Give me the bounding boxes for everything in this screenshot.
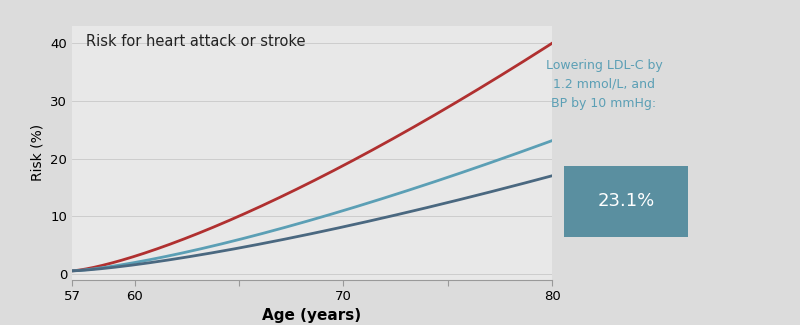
Text: 23.1%: 23.1% (598, 192, 654, 211)
Y-axis label: Risk (%): Risk (%) (30, 124, 45, 181)
Text: Lowering LDL-C by
1.2 mmol/L, and
BP by 10 mmHg:: Lowering LDL-C by 1.2 mmol/L, and BP by … (546, 58, 662, 110)
Text: Risk for heart attack or stroke: Risk for heart attack or stroke (86, 33, 306, 49)
X-axis label: Age (years): Age (years) (262, 308, 362, 323)
